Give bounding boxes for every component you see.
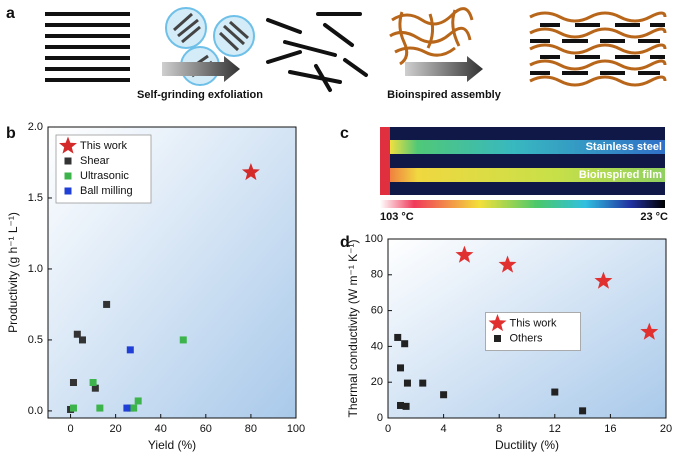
scale-label: 23 °C (640, 211, 668, 223)
square-marker (123, 404, 131, 412)
y-axis-label: Thermal conductivity (W m⁻¹ K⁻¹) (346, 239, 360, 417)
y-tick-label: 0.5 (28, 334, 43, 346)
panel-label: d (340, 234, 350, 251)
thermal-image: Stainless steel Bioinspired film 103 °C … (380, 127, 668, 223)
panel-label: a (6, 5, 15, 22)
legend-box (485, 312, 581, 351)
x-tick-label: 20 (110, 423, 122, 435)
square-marker (69, 379, 77, 387)
star-marker (498, 255, 517, 273)
square-marker (397, 401, 405, 409)
legend-label: This work (80, 140, 128, 152)
square-marker (134, 397, 142, 405)
legend-label: Others (510, 332, 544, 344)
square-marker (401, 340, 409, 348)
x-tick-label: 8 (496, 423, 502, 435)
panel-label: c (340, 125, 349, 142)
square-marker (64, 157, 72, 165)
square-marker (103, 300, 111, 308)
square-marker (397, 364, 405, 372)
square-marker (78, 336, 86, 344)
y-tick-label: 0 (377, 412, 383, 424)
square-marker (394, 333, 402, 341)
x-tick-label: 100 (287, 423, 305, 435)
x-tick-label: 40 (155, 423, 167, 435)
star-marker (640, 322, 659, 340)
square-marker (130, 404, 138, 412)
color-bar (380, 200, 665, 208)
star-marker (59, 136, 77, 154)
y-tick-label: 100 (365, 233, 383, 245)
square-marker (440, 391, 448, 399)
y-tick-label: 20 (371, 376, 383, 388)
y-tick-label: 2.0 (28, 121, 43, 133)
square-marker (69, 404, 77, 412)
legend-label: This work (510, 317, 558, 329)
x-axis-label: Yield (%) (148, 438, 196, 452)
square-marker (419, 379, 427, 387)
legend-label: Ultrasonic (80, 170, 129, 182)
x-axis-label: Ductility (%) (495, 438, 559, 452)
plot-frame (387, 238, 667, 419)
x-tick-label: 4 (441, 423, 447, 435)
x-tick-label: 0 (385, 423, 391, 435)
star-marker (594, 271, 613, 289)
square-marker (403, 379, 411, 387)
plot-frame (47, 126, 297, 419)
square-marker (126, 346, 134, 354)
star-marker (455, 245, 474, 263)
x-tick-label: 20 (660, 423, 672, 435)
step-label: Self-grinding exfoliation (137, 89, 263, 101)
y-axis-label: Productivity (g h⁻¹ L⁻¹) (6, 212, 20, 333)
x-tick-label: 16 (604, 423, 616, 435)
schematic: Self-grinding exfoliation Bioinspired as… (45, 7, 667, 101)
square-marker (551, 388, 559, 396)
y-tick-label: 80 (371, 269, 383, 281)
square-marker (494, 335, 501, 342)
image-label: Bioinspired film (579, 169, 662, 181)
y-tick-label: 60 (371, 305, 383, 317)
y-tick-label: 40 (371, 340, 383, 352)
x-tick-label: 12 (549, 423, 561, 435)
y-tick-label: 1.0 (28, 263, 43, 275)
y-tick-label: 0.0 (28, 405, 43, 417)
legend-label: Ball milling (80, 185, 133, 197)
legend-label: Shear (80, 155, 110, 167)
square-marker (179, 336, 187, 344)
image-label: Stainless steel (586, 141, 662, 153)
x-tick-label: 60 (200, 423, 212, 435)
square-marker (402, 402, 410, 410)
square-marker (89, 379, 97, 387)
square-marker (579, 407, 587, 415)
square-marker (64, 172, 72, 180)
square-marker (91, 384, 99, 392)
step-label: Bioinspired assembly (387, 89, 502, 101)
star-marker (488, 314, 507, 332)
panel-label: b (6, 125, 16, 142)
star-marker (241, 162, 260, 181)
y-tick-label: 1.5 (28, 192, 43, 204)
scale-label: 103 °C (380, 211, 414, 223)
square-marker (96, 404, 104, 412)
x-tick-label: 80 (245, 423, 257, 435)
x-tick-label: 0 (67, 423, 73, 435)
square-marker (73, 330, 81, 338)
square-marker (64, 187, 72, 195)
